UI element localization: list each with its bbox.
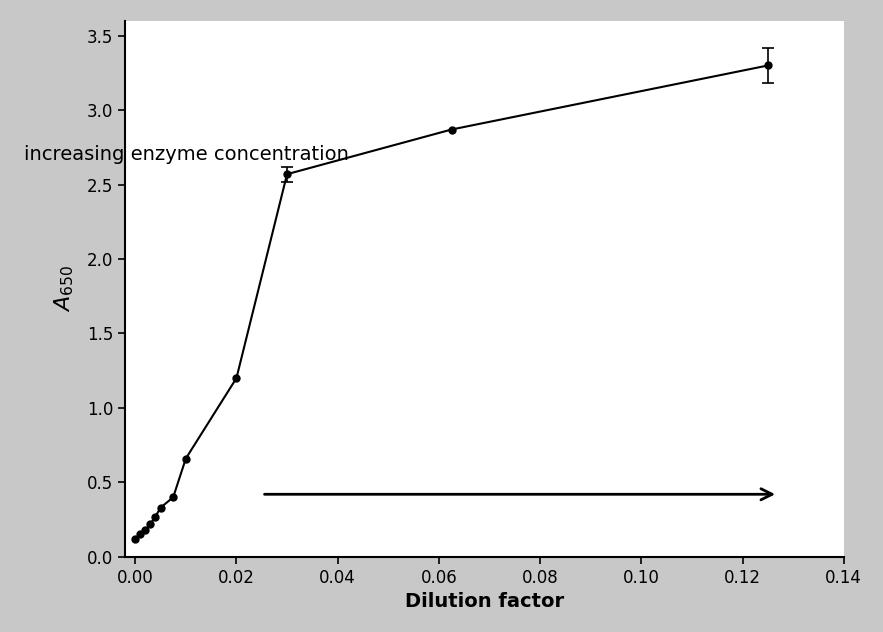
X-axis label: Dilution factor: Dilution factor (404, 592, 564, 611)
Y-axis label: $A_{650}$: $A_{650}$ (52, 265, 76, 312)
Text: increasing enzyme concentration: increasing enzyme concentration (24, 145, 349, 164)
